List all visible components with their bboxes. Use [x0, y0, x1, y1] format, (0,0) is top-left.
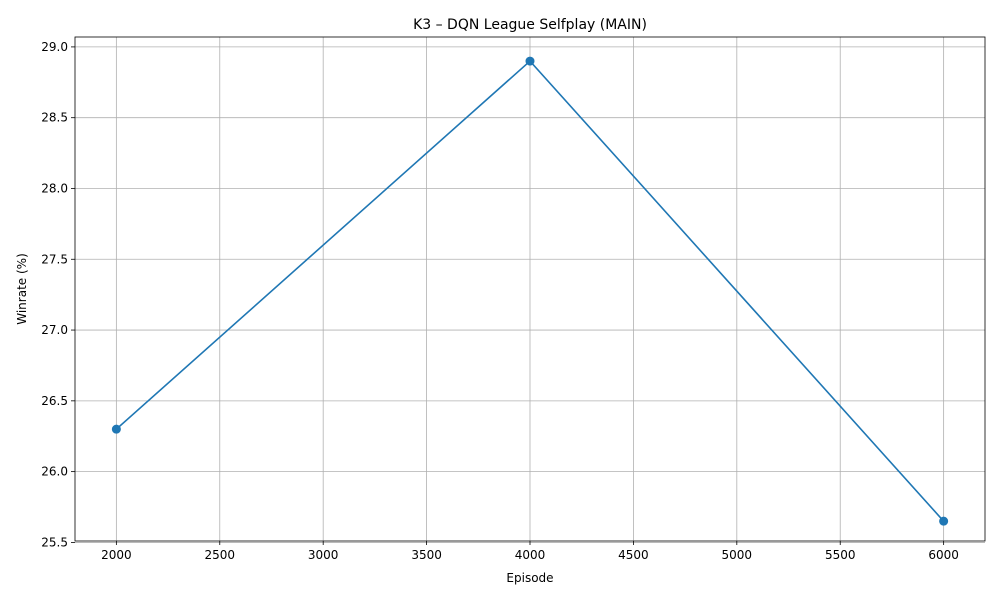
y-tick-label: 27.5: [41, 252, 68, 266]
x-tick-label: 5500: [825, 548, 856, 562]
y-tick-label: 28.5: [41, 111, 68, 125]
data-point: [939, 516, 949, 526]
x-tick-label: 4000: [515, 548, 546, 562]
ticks: 2000 2500 3000 3500 4000 4500 5000 5500 6000 25.5…: [41, 40, 959, 562]
data-point: [525, 56, 535, 66]
y-axis-label: Winrate (%): [15, 253, 29, 325]
x-tick-label: 2500: [204, 548, 235, 562]
x-tick-label: 4500: [618, 548, 649, 562]
x-tick-label: 3000: [308, 548, 339, 562]
x-tick-label: 2000: [101, 548, 132, 562]
y-tick-label: 26.5: [41, 394, 68, 408]
y-tick-label: 28.0: [41, 181, 68, 195]
x-tick-label: 3500: [411, 548, 442, 562]
x-axis-label: Episode: [506, 571, 553, 585]
x-tick-label: 5000: [722, 548, 753, 562]
data-point: [111, 424, 121, 434]
y-tick-label: 26.0: [41, 465, 68, 479]
y-tick-label: 29.0: [41, 40, 68, 54]
series-layer: [111, 56, 949, 526]
x-tick-label: 6000: [928, 548, 959, 562]
y-tick-label: 25.5: [41, 535, 68, 549]
chart-title: K3 – DQN League Selfplay (MAIN): [413, 17, 647, 33]
grid: [75, 37, 985, 543]
y-tick-label: 27.0: [41, 323, 68, 337]
